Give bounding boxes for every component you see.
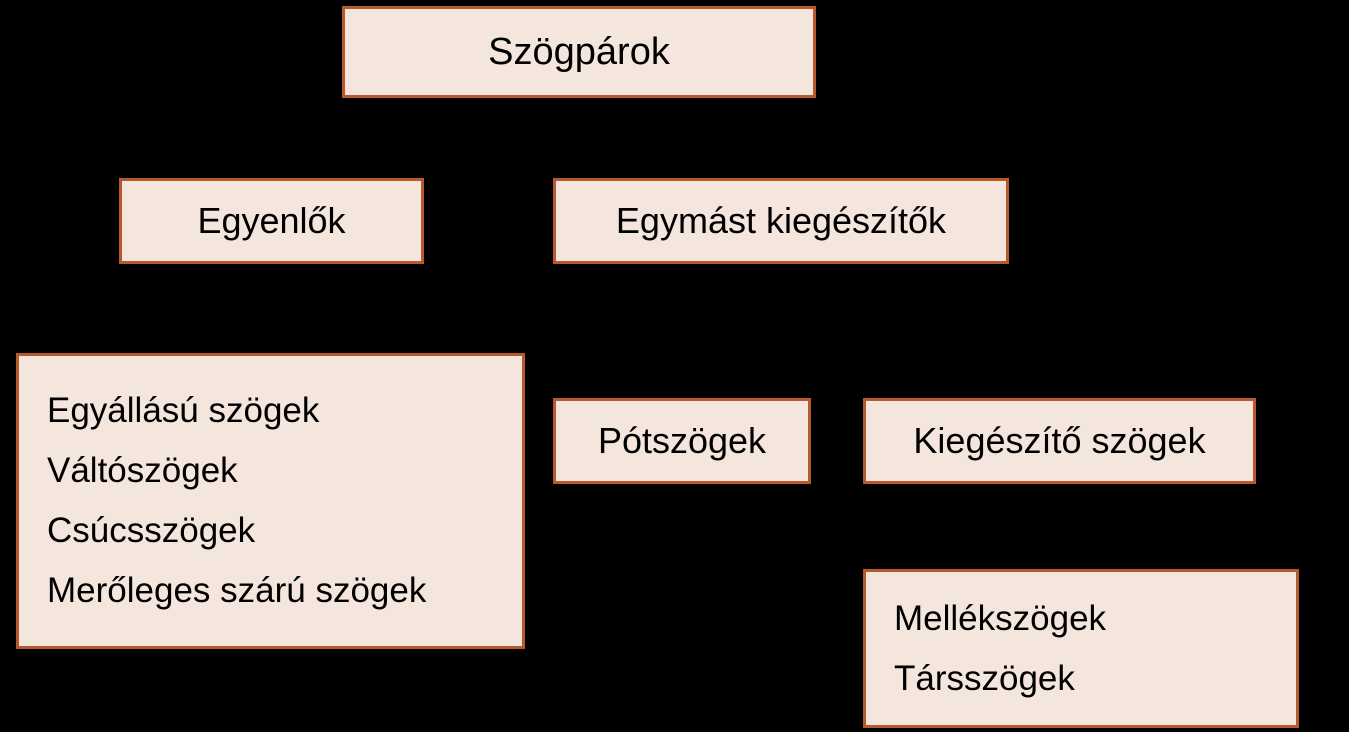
node-potszogek: Pótszögek: [553, 398, 811, 484]
list-item: Váltószögek: [47, 451, 502, 491]
node-egyenlok-list: Egyállású szögek Váltószögek Csúcsszögek…: [16, 353, 525, 649]
node-kiegeszito-list: Mellékszögek Társszögek: [863, 569, 1299, 728]
list-item: Merőleges szárú szögek: [47, 571, 502, 611]
node-potszogek-label: Pótszögek: [598, 420, 766, 462]
node-kiegeszitok: Egymást kiegészítők: [553, 178, 1009, 264]
list-item: Csúcsszögek: [47, 511, 502, 551]
node-kiegeszito-szogek-label: Kiegészítő szögek: [913, 420, 1205, 462]
list-item: Egyállású szögek: [47, 391, 502, 431]
list-item: Mellékszögek: [894, 599, 1276, 639]
node-kiegeszito-szogek: Kiegészítő szögek: [863, 398, 1256, 484]
node-root-label: Szögpárok: [488, 31, 670, 74]
list-item: Társszögek: [894, 659, 1276, 699]
node-root: Szögpárok: [342, 6, 816, 98]
node-kiegeszitok-label: Egymást kiegészítők: [616, 200, 946, 242]
node-egyenlok: Egyenlők: [119, 178, 424, 264]
node-egyenlok-label: Egyenlők: [197, 200, 345, 242]
